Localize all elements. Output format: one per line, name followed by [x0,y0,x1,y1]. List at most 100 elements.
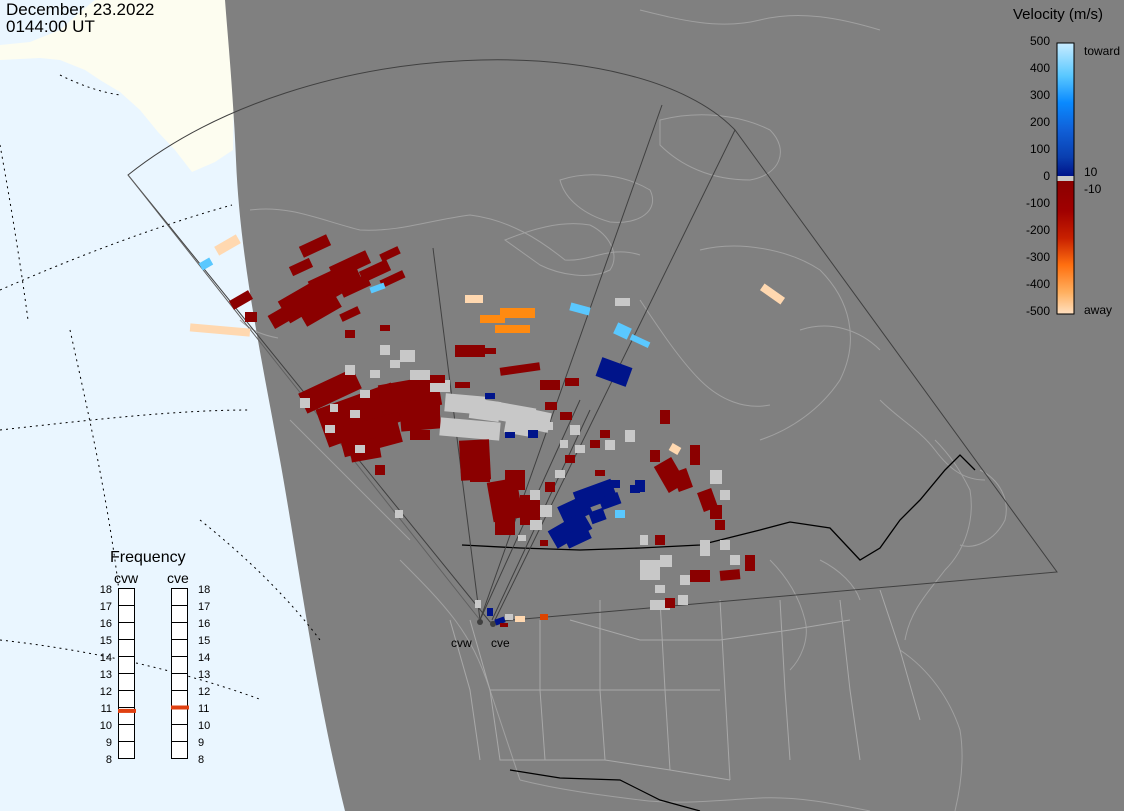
frequency-cell [118,724,135,742]
velocity-cell [439,417,501,441]
velocity-cell [720,540,730,550]
velocity-cell [277,271,343,324]
colorbar-tick: 0 [1043,169,1050,183]
velocity-cell [189,323,251,337]
velocity-cell [590,440,600,448]
velocity-cell [545,482,555,492]
frequency-radar-cvw: cvw [114,570,139,586]
colorbar-tick: 400 [1029,61,1050,75]
frequency-bar-cve [171,588,189,759]
velocity-cell [518,535,526,541]
velocity-cell [530,490,540,500]
frequency-cell [118,656,135,674]
velocity-cell [715,520,725,530]
colorbar-title: Velocity (m/s) [1013,6,1104,23]
frequency-indicator [171,705,189,710]
frequency-cell [118,622,135,640]
frequency-cell [171,707,188,725]
velocity-cell [665,598,675,608]
velocity-cell [540,540,548,546]
site-label-cvw: cvw [451,636,472,650]
frequency-scale-label: 13 [99,669,112,681]
velocity-cell [563,525,592,549]
colorbar-tick: 100 [1029,142,1050,156]
colorbar-tick: 300 [1029,88,1050,102]
frequency-scale-label: 16 [99,618,112,630]
velocity-cell [500,308,535,318]
velocity-cell [500,623,508,627]
frequency-cell [171,605,188,623]
colorbar-tick: -500 [1025,304,1050,318]
us-mexico-border [509,769,701,811]
velocity-cell [668,443,682,455]
colorbar-tick: -400 [1025,277,1050,291]
velocity-cell [487,608,493,616]
velocity-cell [655,535,665,545]
velocity-cell [555,470,565,478]
velocity-cell [565,378,579,386]
velocity-cell [588,507,607,525]
velocity-cell [719,569,741,581]
velocity-cell [228,290,254,310]
frequency-cell [118,673,135,691]
velocity-cell [339,306,361,322]
velocity-cell [690,445,700,465]
velocity-cell [640,560,660,580]
velocity-cell [759,283,786,305]
velocity-cell [547,511,593,549]
frequency-bar-cvw [118,588,136,759]
velocity-cell [300,398,310,408]
velocity-cell [570,425,580,435]
frequency-scale-label: 9 [105,737,112,749]
frequency-title: Frequency [110,549,186,566]
frequency-scale-label: 15 [198,635,211,647]
velocity-cell [410,430,430,440]
velocity-cell [468,398,502,422]
velocity-cell [499,362,541,376]
velocity-cell [495,325,530,333]
velocity-cell [455,382,470,388]
velocity-cell [530,520,542,530]
velocity-cell [379,270,406,288]
frequency-cell [171,741,188,759]
velocity-cell [475,600,481,608]
velocity-cell [629,334,651,348]
velocity-cell [672,468,693,492]
frequency-indicator [118,708,136,713]
day-side-land [0,0,235,172]
frequency-scale-label: 11 [100,703,112,715]
frequency-scale-label: 8 [105,754,112,766]
velocity-cell [455,345,485,357]
velocity-cell [375,465,385,475]
velocity-cell [600,430,610,438]
velocity-cell [565,455,575,463]
frequency-scale-label: 12 [198,686,211,698]
velocity-cell [505,432,515,438]
frequency-cell [171,588,188,606]
us-canada-border [461,454,976,561]
velocity-cell [480,315,505,323]
velocity-cell [650,450,660,462]
map-date: December, 23.2022 [6,0,155,19]
velocity-cell [730,555,740,565]
velocity-cell [690,570,710,582]
velocity-cell [605,440,615,450]
velocity-cell [613,322,632,340]
colorbar-tick: 200 [1029,115,1050,129]
coordinate-grid [0,74,321,701]
velocity-cell [495,515,515,535]
velocity-cell [635,480,645,492]
frequency-scale-label: 18 [99,584,112,596]
velocity-cell [569,302,591,316]
velocity-cell [379,246,401,262]
velocity-cell [470,470,490,482]
frequency-scale-label: 14 [198,652,211,664]
velocity-cell [325,425,335,433]
velocity-cell [540,505,552,517]
velocity-cell [358,259,392,283]
velocity-cell [528,430,538,438]
colorbar-tick: -300 [1025,250,1050,264]
frequency-scale-label: 16 [198,618,211,630]
velocity-cell [615,298,630,306]
